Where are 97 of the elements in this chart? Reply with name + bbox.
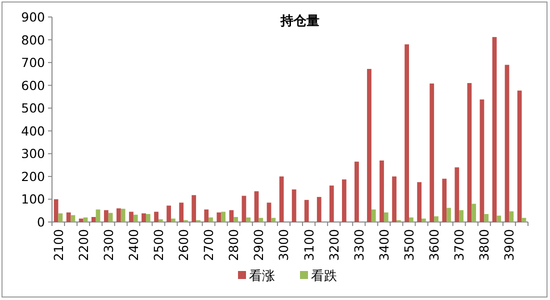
bar <box>292 189 296 222</box>
bar <box>83 217 88 222</box>
bar <box>430 84 434 222</box>
bar <box>484 214 489 222</box>
bar <box>496 216 502 222</box>
bar <box>108 212 113 222</box>
bar <box>434 216 438 222</box>
bar <box>120 208 126 222</box>
bar <box>179 202 184 222</box>
legend-label: 看涨 <box>249 269 275 284</box>
y-tick-label: 300 <box>21 146 46 162</box>
bar <box>422 218 426 222</box>
bar <box>279 176 284 222</box>
bar <box>70 215 76 222</box>
legend-label: 看跌 <box>311 269 337 284</box>
x-tick-label: 3800 <box>476 228 492 261</box>
x-tick-label: 3600 <box>426 228 442 261</box>
x-tick-label: 3900 <box>502 228 517 261</box>
x-tick-label: 2700 <box>201 228 216 261</box>
bar <box>142 213 146 222</box>
bar <box>158 219 163 222</box>
x-tick-label: 2200 <box>76 228 91 261</box>
bar <box>54 199 58 222</box>
bar <box>204 209 209 222</box>
bar <box>509 211 514 222</box>
bar <box>104 210 108 222</box>
x-tick-label: 3500 <box>402 228 416 261</box>
bar <box>371 209 376 222</box>
bar <box>384 212 388 222</box>
bar <box>446 208 451 222</box>
bar <box>454 167 460 222</box>
y-tick-label: 200 <box>21 168 46 184</box>
bar <box>166 206 171 222</box>
x-tick-label: 3700 <box>452 228 467 261</box>
y-tick-label: 500 <box>21 100 46 116</box>
bar <box>192 195 196 222</box>
bar <box>380 160 384 222</box>
bar <box>329 186 334 222</box>
x-tick-label: 2500 <box>150 228 166 261</box>
bar <box>517 90 522 222</box>
bar <box>254 191 259 222</box>
x-tick-label: 2600 <box>176 228 192 261</box>
x-tick-label: 2100 <box>50 228 66 261</box>
bar <box>409 217 414 222</box>
x-tick-label: 2400 <box>126 228 141 261</box>
bar <box>304 200 309 222</box>
bar <box>146 214 150 222</box>
bar <box>96 209 100 222</box>
x-tick-label: 3300 <box>351 228 366 261</box>
bar <box>417 182 422 222</box>
bar <box>472 204 476 222</box>
bar <box>66 212 71 222</box>
bar <box>354 162 359 222</box>
chart-title: 持仓量 <box>280 14 320 29</box>
bar <box>504 64 510 222</box>
x-tick-label: 3400 <box>376 228 392 261</box>
x-tick-label: 2300 <box>100 228 116 261</box>
bar <box>242 196 246 222</box>
bar <box>342 179 346 222</box>
bar <box>171 218 176 222</box>
y-tick-label: 100 <box>21 192 46 207</box>
y-tick-label: 600 <box>21 78 46 93</box>
x-tick-label: 3000 <box>276 228 292 261</box>
bar <box>78 218 84 222</box>
y-tick-label: 400 <box>21 123 46 138</box>
bar <box>480 99 484 222</box>
bar <box>442 178 447 222</box>
bar <box>367 68 372 222</box>
bar <box>154 212 158 222</box>
bar <box>116 208 121 222</box>
bar <box>229 210 234 222</box>
bar <box>459 210 464 222</box>
bar <box>404 44 409 222</box>
bar <box>234 216 238 222</box>
x-tick-label: 3100 <box>301 228 316 261</box>
bar <box>271 218 276 222</box>
bar <box>316 196 322 222</box>
bar <box>129 212 134 222</box>
x-tick-label: 2900 <box>251 228 266 261</box>
bar <box>133 214 138 222</box>
bar <box>392 176 396 222</box>
bar <box>246 217 251 222</box>
bar <box>221 212 226 222</box>
bar <box>266 202 272 222</box>
bar <box>522 218 526 222</box>
bar <box>492 37 497 222</box>
y-tick-label: 900 <box>21 10 46 24</box>
bar <box>208 217 213 222</box>
x-tick-label: 2800 <box>226 228 242 261</box>
bar <box>216 212 222 222</box>
x-tick-label: 3200 <box>326 228 342 261</box>
bar <box>91 216 96 222</box>
y-tick-label: 800 <box>21 32 46 48</box>
bar <box>467 83 472 222</box>
bar <box>258 218 264 222</box>
y-tick-label: 0 <box>37 214 46 230</box>
y-tick-label: 700 <box>21 55 46 70</box>
